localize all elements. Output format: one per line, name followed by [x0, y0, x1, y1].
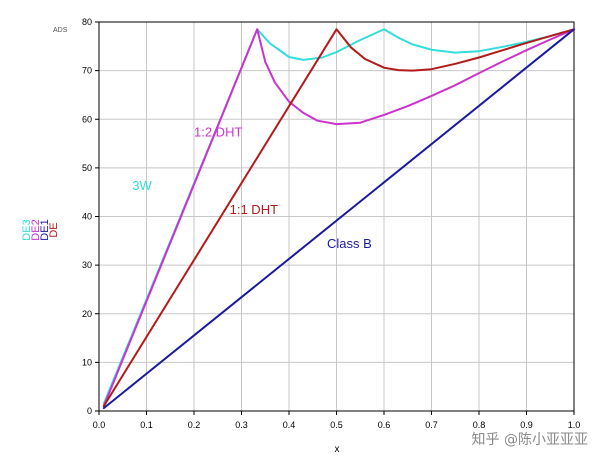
x-tick-label: 0.0 [93, 420, 106, 430]
y-tick-label: 20 [82, 309, 92, 319]
annotation-label: 1:2 DHT [194, 124, 242, 139]
y-tick-label: 80 [82, 17, 92, 27]
y-axis-label-stack: DE3DE2DE1DE [21, 219, 60, 240]
y-axis-title-part: DE2 [30, 219, 42, 240]
series-lines [102, 28, 575, 410]
annotation-label: 1:1 DHT [230, 202, 278, 217]
x-tick-label: 0.5 [330, 420, 343, 430]
annotation-label: Class B [327, 236, 372, 251]
y-tick-label: 0 [87, 406, 92, 416]
series-line-de [102, 28, 575, 408]
x-tick-label: 1.0 [568, 420, 581, 430]
axes [95, 21, 575, 415]
series-line-de2 [102, 28, 575, 408]
x-tick-label: 0.8 [473, 420, 486, 430]
watermark: 知乎 @陈小亚亚亚 [472, 431, 588, 448]
series-line-de1 [102, 28, 575, 410]
x-tick-label: 0.3 [235, 420, 248, 430]
annotation-label: 3W [132, 178, 152, 193]
y-tick-label: 50 [82, 163, 92, 173]
x-tick-label: 0.7 [425, 420, 438, 430]
series-line-de3 [102, 28, 575, 405]
x-tick-label: 0.1 [140, 420, 153, 430]
x-axis-title: x [335, 444, 340, 455]
y-tick-label: 60 [82, 114, 92, 124]
y-tick-label: 30 [82, 260, 92, 270]
x-tick-label: 0.6 [378, 420, 391, 430]
grid [99, 22, 574, 411]
y-tick-label: 70 [82, 66, 92, 76]
annotations: 3W 1:2 DHT 1:1 DHT Class B [132, 124, 372, 251]
y-axis-title-part: DE1 [39, 219, 51, 240]
y-axis-title-part: DE [48, 222, 60, 237]
x-tick-label: 0.4 [283, 420, 296, 430]
tick-labels: 0.0 0.1 0.2 0.3 0.4 0.5 0.6 0.7 0.8 0.9 1.0 0 10 20 30… [82, 17, 580, 430]
x-tick-label: 0.2 [188, 420, 201, 430]
x-tick-label: 0.9 [520, 420, 533, 430]
y-tick-label: 40 [82, 212, 92, 222]
y-tick-label: 10 [82, 357, 92, 367]
y-axis-title-part: DE3 [21, 219, 33, 240]
corner-label: ADS [53, 27, 68, 34]
y-axis-title: DE3DE2DE1DE [21, 219, 60, 240]
plot-frame [98, 21, 575, 412]
